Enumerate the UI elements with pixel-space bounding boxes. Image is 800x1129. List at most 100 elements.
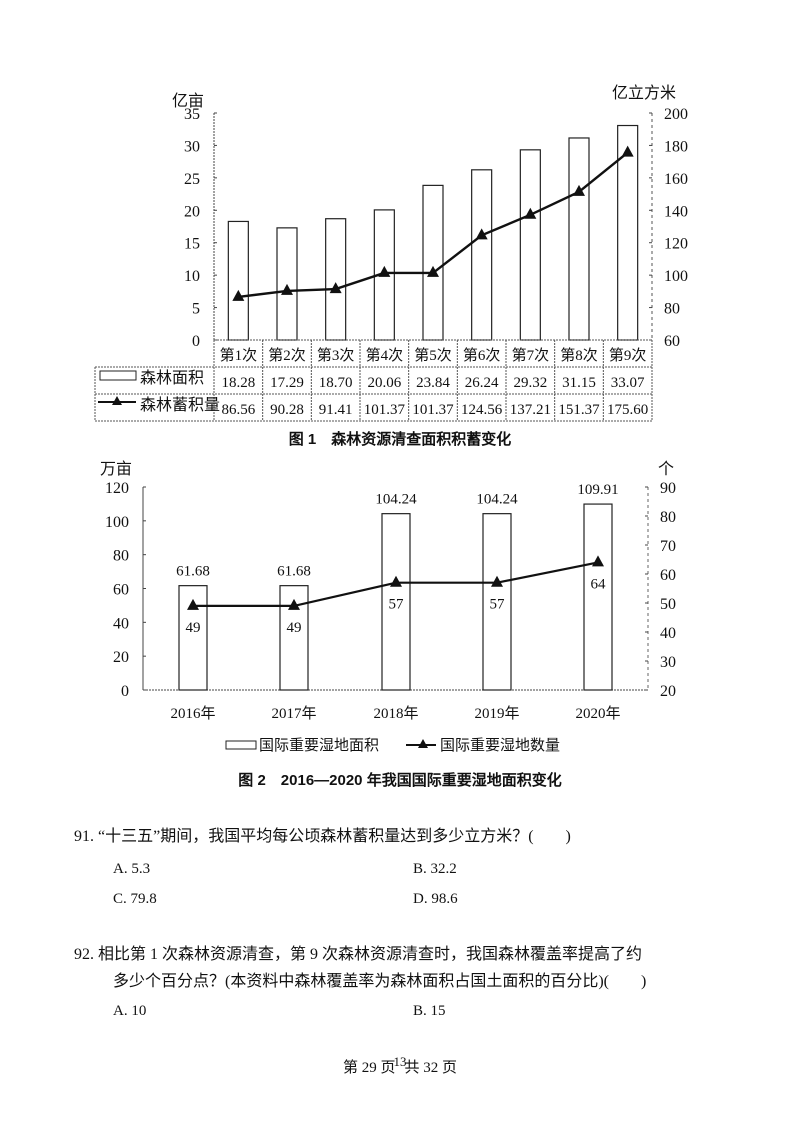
y-tick-right: 200 [664,106,688,123]
bar [568,137,590,341]
fig1-right-unit: 亿立方米 [612,84,676,102]
line-point-marker [329,282,342,294]
y-tick-left: 120 [105,480,129,497]
question-92-text-line1: 相比第 1 次森林资源清查，第 9 次森林资源清查时，我国森林覆盖率提高了约 [98,946,643,963]
question-92-line2: 多少个百分点？(本资料中森林覆盖率为森林面积占国土面积的百分比)( ) [113,973,647,990]
table-cell-volume: 151.37 [558,402,600,418]
y-tick-left: 80 [113,548,129,565]
fig1-data-table: 第1次 18.28 86.56 第2次 17.29 90.28 第3次 18.70 91.41 第… [94,339,653,422]
table-cell-area: 26.24 [465,375,499,391]
y-tick-left: 5 [192,301,200,318]
fig2-bar-legend-icon [225,740,257,750]
category-label: 第6次 [463,346,501,364]
fig2-legend-line-label: 国际重要湿地数量 [440,737,560,754]
fig2-left-unit: 万亩 [100,460,132,478]
y-tick-right: 70 [660,538,676,555]
y-tick-right: 60 [664,333,680,350]
fig1-right-axis: 60 80 100 120 140 160 180 200 [649,106,688,350]
line-point-marker [288,598,300,610]
line-point-marker [524,207,537,219]
table-cell-volume: 124.56 [461,402,503,418]
y-tick-right: 60 [660,567,676,584]
y-tick-right: 100 [664,268,688,285]
x-axis-label: 2016年 [170,705,215,722]
line-value-label: 57 [490,597,506,613]
y-tick-right: 90 [660,480,676,497]
table-cell-area: 18.70 [319,375,353,391]
question-91: 91. “十三五”期间，我国平均每公顷森林蓄积量达到多少立方米？( ) [74,822,571,852]
bar [519,149,541,341]
y-tick-left: 40 [113,615,129,632]
question-92-number: 92. [74,946,94,963]
page-number: 第 29 页 [342,1060,396,1076]
y-tick-left: 60 [113,582,129,599]
fig1-row2-label: 森林蓄积量 [140,396,220,414]
line-point-marker [621,145,634,157]
y-tick-right: 30 [660,654,676,671]
y-tick-left: 0 [121,683,129,700]
q92-option-a[interactable]: A. 10 [113,1003,147,1019]
bar-value-label: 109.91 [577,482,618,498]
y-tick-right: 160 [664,171,688,188]
y-tick-right: 180 [664,138,688,155]
line-legend-icon [98,396,136,405]
category-label: 第5次 [414,346,452,364]
y-tick-right: 20 [660,683,676,700]
fig2-line: 49 49 57 57 64 [186,555,606,636]
y-tick-left: 0 [192,333,200,350]
q91-option-a[interactable]: A. 5.3 [113,861,151,877]
table-cell-area: 17.29 [270,375,304,391]
line-point-marker [281,283,293,295]
q92-option-b[interactable]: B. 15 [413,1003,446,1019]
figure-1-caption: 图 1 森林资源清查面积积蓄变化 [288,431,512,448]
fig1-line [232,145,634,301]
table-cell-area: 20.06 [367,375,401,391]
q91-option-d[interactable]: D. 98.6 [413,891,458,907]
bar [422,184,444,341]
bar [325,218,347,341]
bar [482,513,512,691]
table-cell-volume: 137.21 [510,402,551,418]
table-cell-area: 31.15 [562,375,596,391]
question-91-text: “十三五”期间，我国平均每公顷森林蓄积量达到多少立方米？( ) [98,828,571,845]
line-point-marker [390,575,402,587]
line-point-marker [573,184,585,196]
fig1-left-axis: 0 5 10 15 20 25 30 35 [184,106,217,350]
bar-value-label: 61.68 [277,564,311,580]
bar [617,124,639,341]
category-label: 第2次 [268,346,306,364]
y-tick-right: 140 [664,203,688,220]
x-axis-label: 2019年 [474,705,519,722]
q91-option-c[interactable]: C. 79.8 [113,891,157,907]
bar [583,503,613,691]
table-cell-area: 23.84 [416,375,450,391]
table-cell-volume: 90.28 [270,402,304,418]
y-tick-left: 35 [184,106,200,123]
q91-option-b[interactable]: B. 32.2 [413,861,457,877]
line-value-label: 49 [287,620,302,636]
line-point-marker [475,228,488,240]
table-cell-volume: 101.37 [364,402,406,418]
table-cell-area: 33.07 [611,375,645,391]
category-label: 第7次 [512,346,550,364]
fig1-bars [227,124,639,341]
category-label: 第9次 [609,346,647,364]
line-point-marker [232,289,245,301]
fig2-line-legend-icon [406,739,436,748]
fig2-legend-bar-label: 国际重要湿地面积 [259,737,379,754]
figure-2-chart: 万亩 个 0 20 40 60 80 100 120 20 30 40 50 60 70 80 90 61… [100,460,676,754]
line-point-marker [427,265,439,277]
category-label: 第8次 [560,346,598,364]
y-tick-right: 50 [660,596,676,613]
bar-value-label: 104.24 [476,492,518,508]
y-tick-left: 20 [113,649,129,666]
y-tick-right: 80 [660,509,676,526]
table-cell-volume: 91.41 [319,402,353,418]
y-tick-left: 10 [184,268,200,285]
y-tick-left: 100 [105,514,129,531]
bar-legend-icon [99,370,137,381]
line-point-marker [187,598,199,610]
fig1-left-unit: 亿亩 [172,92,204,110]
bar [227,220,249,341]
fig1-row1-label: 森林面积 [140,369,204,387]
